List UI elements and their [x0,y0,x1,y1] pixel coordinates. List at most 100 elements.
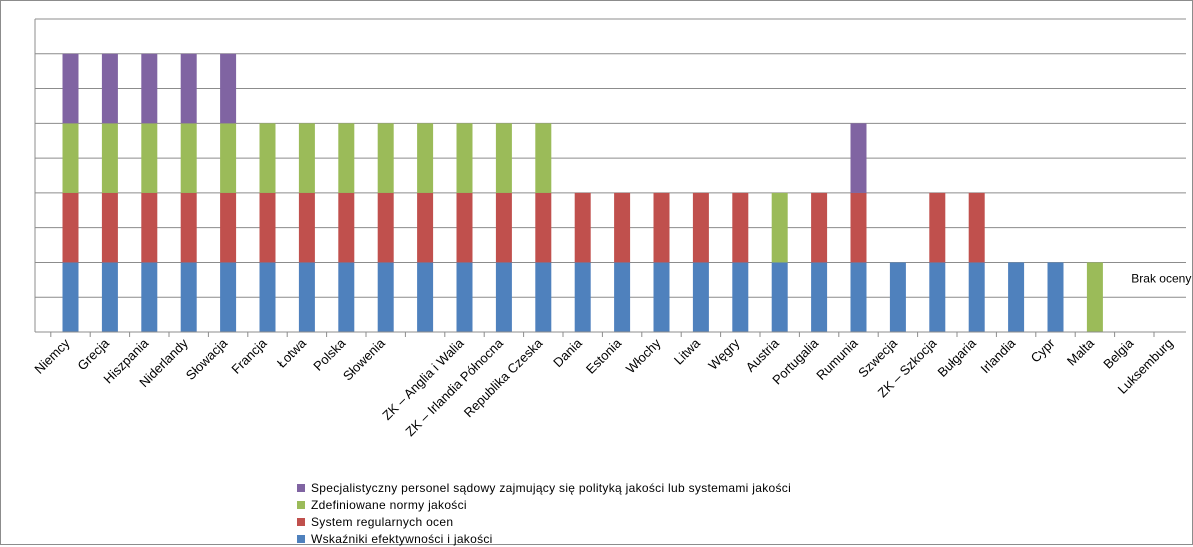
bar-segment-series-1 [377,262,394,332]
bar-segment-series-3 [495,123,512,193]
legend-label: Wskaźniki efektywności i jakości [311,531,493,546]
bar-segment-series-3 [101,123,118,193]
bar-segment-series-1 [653,262,670,332]
bar-segment-series-3 [417,123,434,193]
bar-segment-series-1 [692,262,709,332]
bar-segment-series-3 [456,123,473,193]
bar-segment-series-1 [535,262,552,332]
x-tick-label: Dania [550,335,585,370]
bar-segment-series-3 [62,123,79,193]
bar-segment-series-3 [259,123,276,193]
legend-item: System regularnych ocen [297,513,791,530]
bar-segment-series-2 [259,192,276,263]
legend-item: Wskaźniki efektywności i jakości [297,530,791,547]
bar-segment-series-2 [574,192,591,263]
bar-segment-series-2 [62,192,79,263]
bar-segment-series-4 [101,53,118,124]
x-tick-labels: Niemcy GrecjaHiszpaniaNiderlandySłowacjaF… [31,335,1175,439]
legend-swatch [297,483,305,492]
x-tick-label: Włochy [623,335,664,376]
bar-segment-series-4 [62,53,79,124]
legend-label: Specjalistyczny personel sądowy zajmując… [311,480,792,495]
bar-segment-series-1 [456,262,473,332]
bar-segment-series-1 [614,262,631,332]
x-tick-label: Słowenia [340,335,388,383]
bar-segment-series-1 [141,262,158,332]
bar-segment-series-2 [417,192,434,263]
bar-segment-series-1 [771,262,788,332]
bar-segment-series-3 [298,123,315,193]
bar-segment-series-2 [850,192,867,263]
legend-item: Specjalistyczny personel sądowy zajmując… [297,479,791,496]
bar-segment-series-2 [929,192,946,263]
bar-segment-series-2 [535,192,552,263]
bar-segment-series-3 [180,123,197,193]
x-tick-label: Węgry [705,335,743,373]
x-tick-label: Niemcy [31,335,73,377]
bar-segment-series-1 [180,262,197,332]
legend-swatch [297,534,305,543]
legend-item: Zdefiniowane normy jakości [297,496,791,513]
x-tick-label: Rumunia [813,335,861,383]
bar-segment-series-1 [1008,262,1025,332]
bar-segment-series-4 [180,53,197,124]
legend-label: System regularnych ocen [311,514,454,529]
bar-segment-series-2 [732,192,749,263]
bar-segment-series-1 [298,262,315,332]
bar-segment-series-1 [101,262,118,332]
x-tick-label: Belgia [1100,335,1137,372]
bar-segment-series-1 [811,262,828,332]
bar-segment-series-2 [495,192,512,263]
bar-segment-series-4 [220,53,237,124]
bar-segment-series-1 [1047,262,1064,332]
x-tick-label: Estonia [583,335,625,377]
bar-segment-series-1 [62,262,79,332]
legend-label: Zdefiniowane normy jakości [311,497,467,512]
bar-segment-series-3 [771,192,788,263]
x-axis [35,331,1193,337]
x-tick-label: Słowacja [183,335,231,383]
bar-segment-series-2 [692,192,709,263]
legend-swatch [297,517,305,526]
bar-segment-series-2 [298,192,315,263]
x-tick-label: Francja [228,335,270,377]
x-tick-label: Cypr [1028,335,1058,365]
bar-segment-series-1 [732,262,749,332]
bars [62,53,1103,332]
bar-segment-series-1 [220,262,237,332]
bar-segment-series-3 [338,123,355,193]
bar-segment-series-3 [535,123,552,193]
bar-segment-series-1 [417,262,434,332]
legend-swatch [297,500,305,509]
bar-segment-series-3 [141,123,158,193]
bar-segment-series-2 [338,192,355,263]
bar-segment-series-2 [614,192,631,263]
bar-segment-series-3 [220,123,237,193]
bar-segment-series-4 [141,53,158,124]
bar-segment-series-1 [929,262,946,332]
bar-segment-series-4 [850,123,867,193]
x-tick-label: Irlandia [977,335,1018,376]
x-tick-label: Bułgaria [934,335,979,380]
bar-segment-series-1 [850,262,867,332]
bar-segment-series-2 [101,192,118,263]
bar-segment-series-2 [811,192,828,263]
bar-segment-series-1 [259,262,276,332]
annotation-label: Brak oceny [1131,271,1191,285]
bar-segment-series-2 [180,192,197,263]
bar-segment-series-2 [377,192,394,263]
bar-segment-series-1 [574,262,591,332]
bar-segment-series-1 [968,262,985,332]
x-tick-label: Grecja [74,335,112,373]
bar-segment-series-3 [377,123,394,193]
bar-segment-series-2 [456,192,473,263]
x-tick-label: Polska [310,335,349,374]
x-tick-label: Malta [1064,335,1098,369]
x-tick-label: Łotwa [274,335,310,371]
annotations: Brak oceny [1131,271,1191,285]
bar-segment-series-1 [889,262,906,332]
bar-segment-series-1 [338,262,355,332]
bar-segment-series-1 [495,262,512,332]
